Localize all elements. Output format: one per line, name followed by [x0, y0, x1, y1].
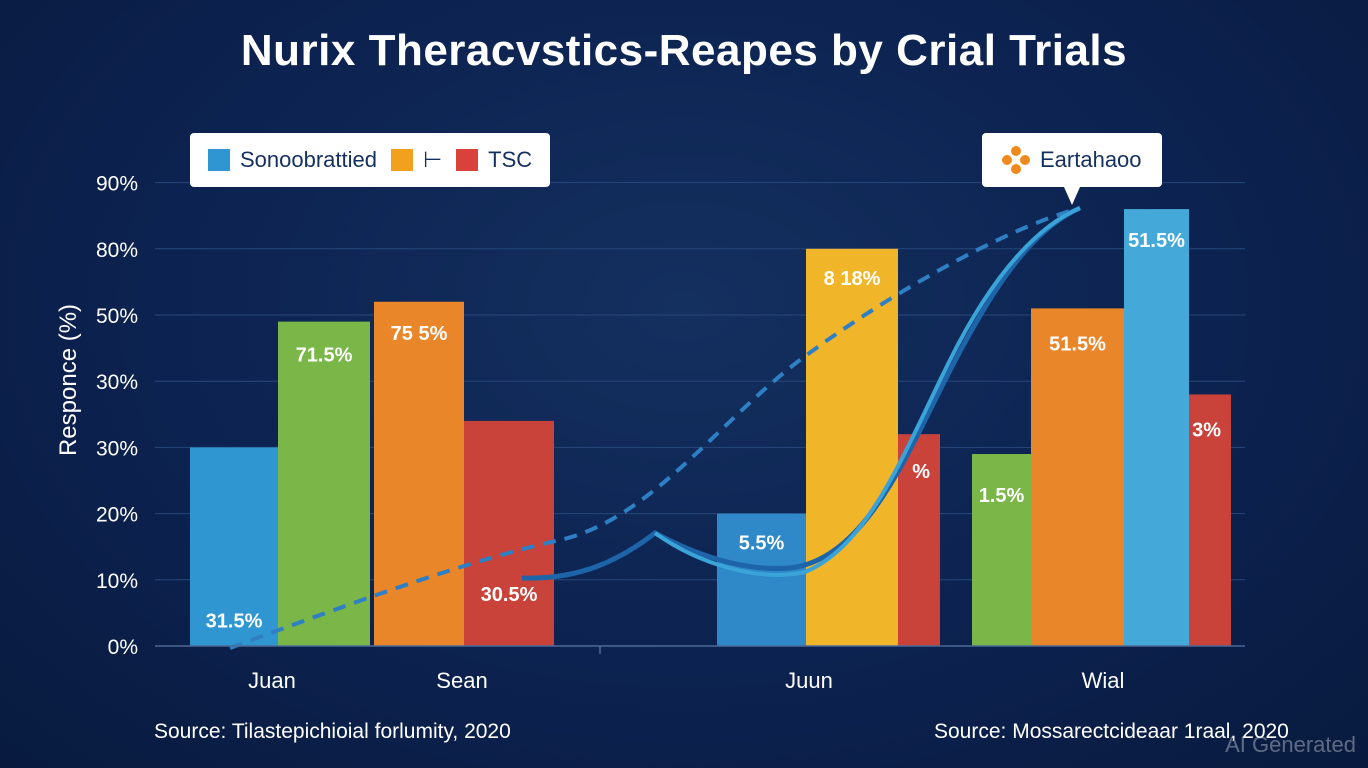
bar — [717, 513, 806, 646]
y-tick-label: 20% — [96, 504, 138, 527]
category-label: Juun — [785, 668, 833, 693]
solid-trend-curve-light — [653, 206, 1081, 577]
legend-swatch — [208, 149, 230, 171]
legend-label: ⊢ — [423, 147, 443, 172]
y-tick-labels: 0% 10% 20% 30% 30% 50% 80% 90% — [96, 173, 138, 659]
bar — [374, 301, 464, 646]
bar — [972, 454, 1031, 646]
bar — [1124, 209, 1189, 646]
trend-curves — [229, 205, 1082, 650]
bar — [898, 434, 940, 646]
bar — [1031, 308, 1124, 646]
callout-pointer — [1064, 187, 1080, 205]
y-tick-label: 0% — [108, 636, 138, 659]
y-tick-label: 10% — [96, 570, 138, 593]
category-label: Juan — [248, 668, 296, 693]
bar-value-label: % — [912, 461, 930, 483]
chart-title: Nurix Theracvstics-Reapes by Crial Trial… — [240, 26, 1128, 75]
callout-box: Eartahaoo — [982, 133, 1162, 187]
bar-value-label: 8 18% — [824, 268, 881, 290]
bar — [464, 420, 554, 646]
bar — [806, 248, 898, 647]
y-axis-label: Responce (%) — [55, 304, 82, 456]
y-tick-label: 30% — [96, 437, 138, 460]
y-tick-label: 30% — [96, 371, 138, 394]
category-label: Sean — [436, 668, 487, 693]
bars — [190, 209, 1231, 647]
legend-swatch — [456, 149, 479, 171]
callout-label: Eartahaoo — [1040, 147, 1142, 172]
bar-value-label: 3% — [1192, 419, 1221, 441]
bar — [190, 447, 278, 646]
category-label: Wial — [1082, 668, 1125, 693]
y-tick-label: 80% — [96, 239, 138, 262]
y-tick-label: 90% — [96, 173, 138, 196]
bar — [1189, 394, 1231, 646]
legend-item: ⊢ — [391, 147, 442, 173]
bar-value-labels: 31.5% 71.5% 75 5% 30.5% 5.5% 8 18%% 1.5% 51.5% 5… — [206, 230, 1222, 632]
bar-value-label: 51.5% — [1128, 230, 1185, 252]
bar — [278, 321, 370, 646]
source-note-left: Source: Tilastepichioial forlumity, 2020 — [154, 720, 511, 743]
legend-item: Sonoobrattied — [208, 147, 377, 173]
source-note-right: Source: Mossarectcideaar 1raal, 2020 — [934, 720, 1289, 743]
bar-value-label: 31.5% — [206, 610, 263, 632]
legend: Sonoobrattied ⊢ TSC — [190, 133, 551, 187]
legend-swatch — [391, 149, 413, 171]
bar-value-label: 71.5% — [296, 345, 353, 367]
flower-icon — [1002, 146, 1030, 174]
legend-label: Sonoobrattied — [240, 147, 377, 172]
bar-value-label: 30.5% — [481, 584, 538, 606]
watermark: AI Generated — [1225, 732, 1356, 757]
solid-trend-curve-dark — [521, 205, 1082, 581]
bar-value-label: 1.5% — [979, 485, 1025, 507]
legend-label: TSC — [488, 147, 533, 172]
dashed-trend-curve — [229, 206, 1081, 650]
bar-value-label: 5.5% — [739, 533, 785, 555]
y-tick-label: 50% — [96, 305, 138, 328]
category-labels: Juan Sean Juun Wial — [248, 668, 1124, 693]
bar-value-label: 75 5% — [391, 323, 448, 345]
bar-value-label: 51.5% — [1049, 333, 1106, 355]
legend-item: TSC — [456, 147, 532, 173]
